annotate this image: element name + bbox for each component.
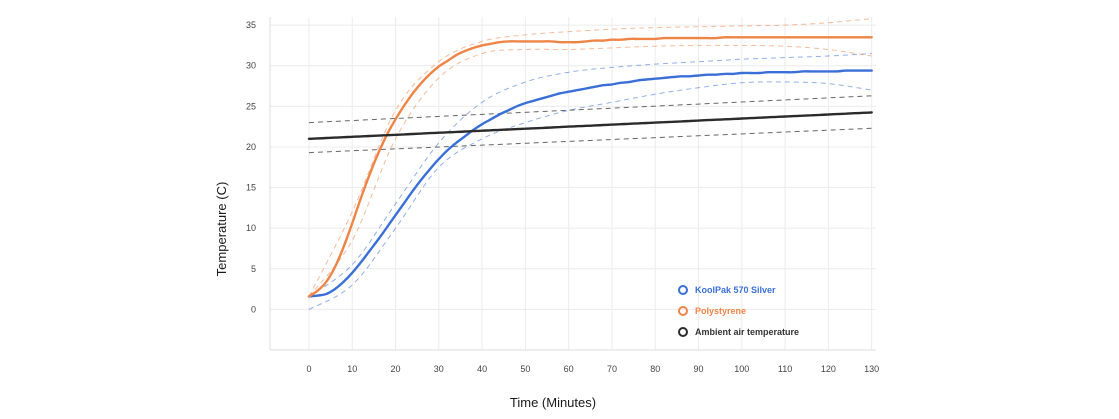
band-upper-line xyxy=(308,53,872,297)
grid xyxy=(270,17,876,350)
band-upper-line xyxy=(308,18,872,297)
y-tick-labels: 0 5 10 15 20 25 30 35 xyxy=(246,20,256,314)
series-line xyxy=(307,111,873,140)
y-tick-label: 10 xyxy=(246,223,256,233)
x-tick-label: 120 xyxy=(821,364,836,374)
x-tick-label: 40 xyxy=(477,364,487,374)
x-tick-label: 30 xyxy=(434,364,444,374)
x-tick-label: 70 xyxy=(607,364,617,374)
y-axis-title: Temperature (C) xyxy=(214,182,229,277)
series-line xyxy=(307,69,873,298)
x-tick-label: 0 xyxy=(306,364,311,374)
x-tick-label: 10 xyxy=(347,364,357,374)
x-tick-label: 60 xyxy=(564,364,574,374)
legend-marker xyxy=(678,306,688,316)
legend-label: Polystyrene xyxy=(695,306,746,316)
band-upper-line xyxy=(308,95,872,124)
series-lines xyxy=(307,36,873,298)
band-lower-line xyxy=(308,127,872,154)
legend-marker xyxy=(678,327,688,337)
confidence-bands xyxy=(308,18,872,310)
y-tick-label: 0 xyxy=(251,304,256,314)
x-tick-label: 100 xyxy=(734,364,749,374)
y-tick-label: 35 xyxy=(246,20,256,30)
axes xyxy=(269,17,876,351)
x-tick-labels: 0 10 20 30 40 50 60 70 80 90 100 110 120 130 xyxy=(306,364,879,374)
series-line xyxy=(307,36,873,298)
y-tick-label: 5 xyxy=(251,264,256,274)
legend-label: KoolPak 570 Silver xyxy=(695,285,776,295)
x-tick-label: 110 xyxy=(778,364,792,374)
y-tick-label: 25 xyxy=(246,101,256,111)
x-axis-title: Time (Minutes) xyxy=(510,395,596,410)
y-tick-label: 30 xyxy=(246,61,256,71)
y-tick-label: 15 xyxy=(246,183,256,193)
y-tick-label: 20 xyxy=(246,142,256,152)
x-tick-label: 130 xyxy=(864,364,879,374)
legend-label: Ambient air temperature xyxy=(695,327,799,337)
band-lower-line xyxy=(308,44,872,297)
x-tick-label: 20 xyxy=(391,364,401,374)
legend-marker xyxy=(678,285,688,295)
x-tick-label: 50 xyxy=(520,364,530,374)
band-lower-line xyxy=(308,81,872,310)
legend: KoolPak 570 Silver Polystyrene Ambient air… xyxy=(678,285,799,337)
x-tick-label: 90 xyxy=(694,364,704,374)
x-tick-label: 80 xyxy=(650,364,660,374)
